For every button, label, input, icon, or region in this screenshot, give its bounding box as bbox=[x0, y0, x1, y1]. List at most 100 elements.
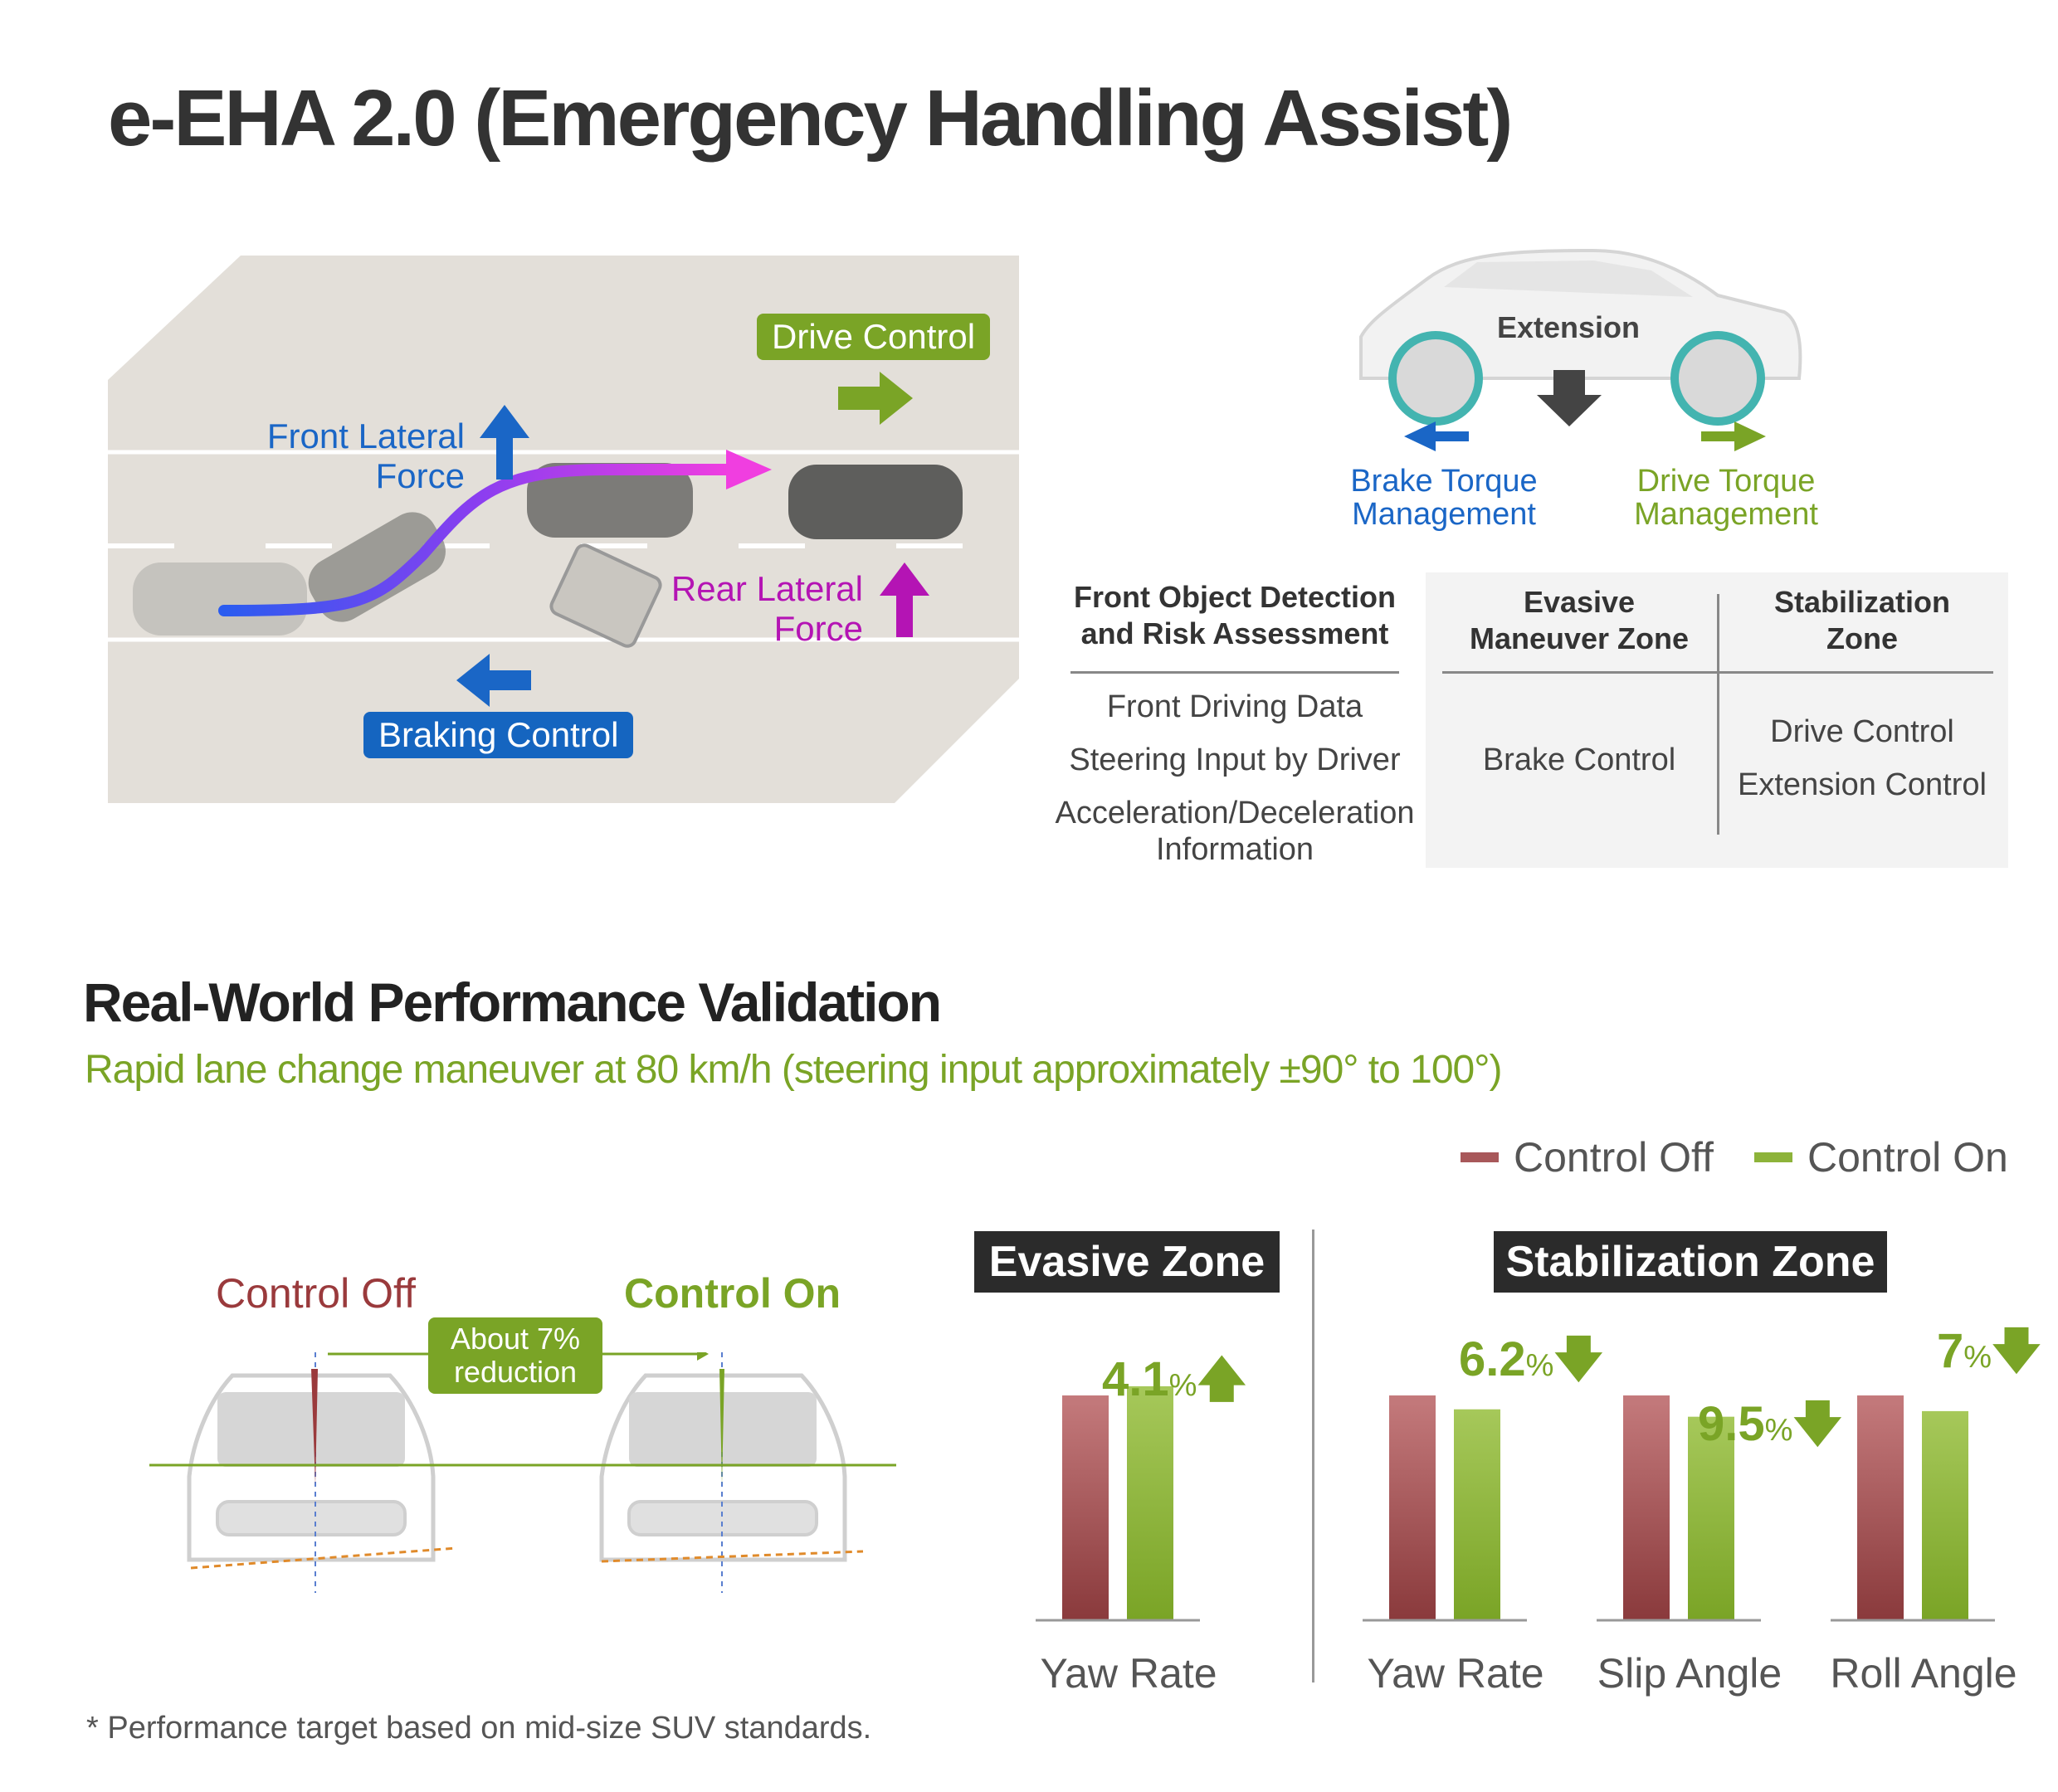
arrow-down-icon: 🡇 bbox=[1792, 1397, 1843, 1451]
compare-control-on-label: Control On bbox=[624, 1270, 841, 1317]
category-label-roll: Roll Angle bbox=[1830, 1650, 2017, 1697]
legend-swatch-on bbox=[1754, 1152, 1792, 1162]
change-evasive-yaw: 4.1%🡅 bbox=[1102, 1344, 1246, 1426]
bar-control-on bbox=[1127, 1385, 1173, 1619]
front-force-arrow-icon bbox=[480, 405, 529, 480]
drive-torque-label: Drive Torque Management bbox=[1602, 465, 1851, 531]
car-spin bbox=[549, 543, 662, 648]
reduction-arrowhead bbox=[697, 1352, 709, 1361]
category-label-evasive-yaw: Yaw Rate bbox=[1040, 1650, 1217, 1697]
brake-torque-line-1: Brake Torque bbox=[1350, 464, 1538, 499]
brake-torque-label: Brake Torque Management bbox=[1319, 465, 1568, 531]
car-front bbox=[788, 465, 963, 539]
bar-control-off bbox=[1623, 1395, 1670, 1619]
car-ghost-1 bbox=[133, 562, 307, 635]
bar-chart bbox=[1036, 1385, 1995, 1622]
change-unit: % bbox=[1963, 1340, 1992, 1375]
evasive-header-line-1: Evasive bbox=[1523, 585, 1636, 619]
category-label-stab-yaw: Yaw Rate bbox=[1367, 1650, 1544, 1697]
change-unit: % bbox=[1525, 1348, 1554, 1383]
drive-arrow-icon bbox=[838, 372, 913, 425]
change-slip: 9.5%🡇 bbox=[1698, 1389, 1842, 1471]
detection-header-line-2: and Risk Assessment bbox=[1080, 616, 1389, 650]
arrow-down-icon: 🡇 bbox=[1992, 1324, 2041, 1378]
change-value: 6.2 bbox=[1459, 1332, 1526, 1386]
evasive-header-line-2: Maneuver Zone bbox=[1469, 621, 1690, 655]
drive-torque-line-1: Drive Torque bbox=[1636, 464, 1816, 499]
front-lateral-line-1: Front Lateral bbox=[266, 416, 465, 455]
detection-item: Steering Input by Driver bbox=[1069, 743, 1401, 777]
table-header-stabilization: Stabilization Zone bbox=[1721, 584, 2003, 657]
tilt-line-on bbox=[601, 1550, 864, 1563]
detection-item: Information bbox=[1155, 832, 1314, 867]
arrow-up-icon: 🡅 bbox=[1197, 1352, 1247, 1406]
section-subtitle: Rapid lane change maneuver at 80 km/h (s… bbox=[85, 1048, 1502, 1092]
compare-control-off-label: Control Off bbox=[216, 1270, 416, 1317]
legend-control-off: Control Off bbox=[1461, 1133, 1714, 1181]
stabilization-zone-label: Stabilization Zone bbox=[1494, 1231, 1887, 1293]
table-divider-left bbox=[1070, 671, 1399, 674]
stabilization-item: Drive Control bbox=[1770, 714, 1954, 749]
bar-control-off bbox=[1062, 1395, 1109, 1619]
stabilization-header-line-2: Zone bbox=[1826, 621, 1898, 655]
road-diagram bbox=[108, 256, 1019, 803]
change-stab-yaw: 6.2%🡇 bbox=[1459, 1324, 1603, 1406]
drive-torque-arrow-icon bbox=[1701, 421, 1766, 451]
bar-control-on bbox=[1922, 1410, 1968, 1619]
rear-lateral-line-1: Rear Lateral bbox=[671, 569, 863, 608]
stabilization-items: Drive Control Extension Control bbox=[1721, 713, 2003, 803]
car-side-illustration bbox=[1359, 248, 1802, 426]
section-title: Real-World Performance Validation bbox=[83, 971, 942, 1033]
detection-items: Front Driving Data Steering Input by Dri… bbox=[1046, 689, 1424, 868]
table-divider-right bbox=[1442, 671, 1993, 674]
table-header-evasive: Evasive Maneuver Zone bbox=[1442, 584, 1716, 657]
change-value: 4.1 bbox=[1102, 1352, 1169, 1406]
bar-control-off bbox=[1389, 1395, 1436, 1619]
extension-arrow-icon bbox=[1537, 370, 1602, 426]
car-windows bbox=[1444, 261, 1693, 297]
legend-label-off: Control Off bbox=[1514, 1134, 1714, 1181]
change-value: 9.5 bbox=[1698, 1397, 1765, 1451]
bar-control-on bbox=[1688, 1416, 1734, 1619]
trajectory-arrowhead bbox=[726, 450, 772, 489]
rear-wheel bbox=[1670, 331, 1765, 426]
torque-arrows bbox=[1404, 421, 1766, 451]
stabilization-item: Extension Control bbox=[1738, 767, 1987, 802]
page-title: e-EHA 2.0 (Emergency Handling Assist) bbox=[108, 74, 1513, 163]
rear-lateral-force-label: Rear Lateral Force bbox=[656, 569, 863, 649]
drive-control-badge: Drive Control bbox=[757, 314, 991, 360]
legend-label-on: Control On bbox=[1807, 1134, 2008, 1181]
change-unit: % bbox=[1764, 1413, 1793, 1448]
arrow-down-icon: 🡇 bbox=[1553, 1332, 1604, 1386]
braking-arrow-icon bbox=[456, 654, 531, 707]
tilt-line-off bbox=[190, 1546, 457, 1570]
category-label-slip: Slip Angle bbox=[1597, 1650, 1782, 1697]
table-header-detection: Front Object Detection and Risk Assessme… bbox=[1054, 579, 1416, 652]
table-divider-vertical bbox=[1717, 594, 1719, 835]
legend-swatch-off bbox=[1461, 1152, 1499, 1162]
change-roll: 7%🡇 bbox=[1937, 1316, 2041, 1398]
car-front-on bbox=[599, 1352, 847, 1593]
detection-item: Acceleration/Deceleration bbox=[1055, 796, 1415, 830]
braking-control-badge: Braking Control bbox=[363, 712, 634, 758]
legend-control-on: Control On bbox=[1754, 1133, 2008, 1181]
extension-label: Extension bbox=[1496, 310, 1641, 344]
change-value: 7 bbox=[1937, 1324, 1964, 1378]
front-wheel bbox=[1388, 331, 1483, 426]
reduction-line-2: reduction bbox=[453, 1355, 578, 1389]
evasive-zone-label: Evasive Zone bbox=[974, 1231, 1280, 1293]
evasive-item: Brake Control bbox=[1482, 743, 1676, 777]
front-lateral-line-2: Force bbox=[375, 456, 465, 495]
car-front-off bbox=[187, 1352, 436, 1593]
bar-control-off bbox=[1857, 1395, 1904, 1619]
reduction-badge: About 7% reduction bbox=[428, 1317, 602, 1394]
reduction-line-1: About 7% bbox=[450, 1322, 581, 1356]
stabilization-header-line-1: Stabilization bbox=[1773, 585, 1950, 619]
change-unit: % bbox=[1168, 1368, 1197, 1403]
detection-item: Front Driving Data bbox=[1106, 689, 1363, 724]
brake-torque-arrow-icon bbox=[1404, 421, 1469, 451]
rear-force-arrow-icon bbox=[880, 562, 929, 637]
car-front-comparison bbox=[149, 1352, 896, 1593]
detection-header-line-1: Front Object Detection bbox=[1073, 580, 1397, 614]
drive-torque-line-2: Management bbox=[1634, 497, 1818, 532]
